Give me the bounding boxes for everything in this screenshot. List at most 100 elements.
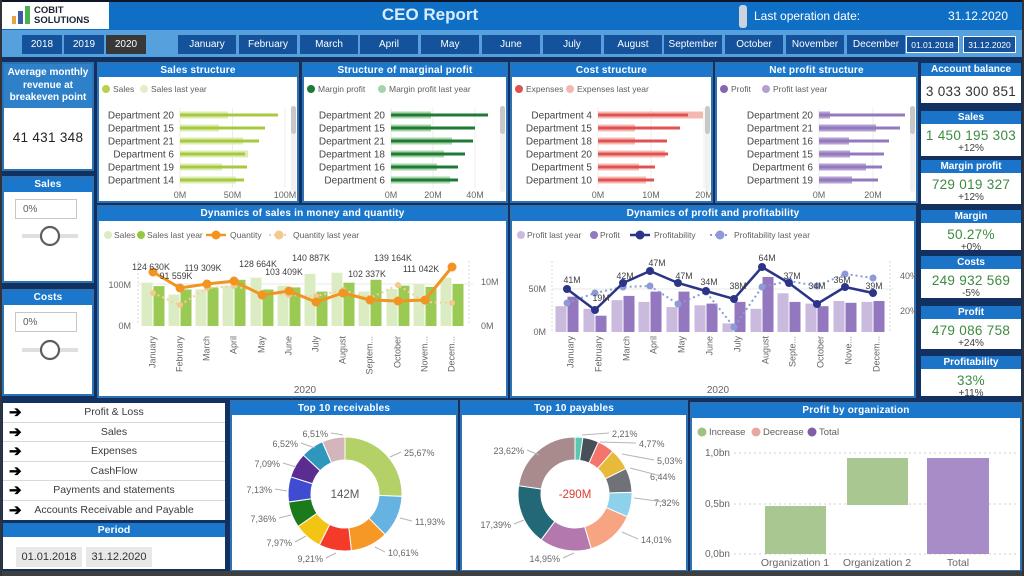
svg-text:August: August — [760, 336, 770, 365]
svg-text:Decrease: Decrease — [763, 427, 804, 438]
svg-text:May: May — [256, 336, 266, 354]
svg-text:May: May — [676, 336, 686, 354]
svg-text:Decem...: Decem... — [446, 336, 456, 372]
svg-text:100M: 100M — [274, 190, 297, 200]
svg-text:Profitability last year: Profitability last year — [734, 230, 810, 240]
svg-text:October: October — [392, 336, 402, 368]
svg-text:Department 20: Department 20 — [526, 150, 593, 161]
svg-text:January: January — [147, 336, 157, 369]
svg-text:Department 5: Department 5 — [531, 163, 592, 174]
svg-text:20%: 20% — [900, 306, 916, 316]
svg-text:Decem...: Decem... — [871, 336, 881, 372]
svg-text:34M: 34M — [700, 277, 717, 287]
svg-text:Profitability: Profitability — [654, 230, 696, 240]
svg-text:Department 18: Department 18 — [526, 137, 593, 148]
svg-text:Department 20: Department 20 — [319, 111, 386, 122]
svg-text:42M: 42M — [616, 271, 633, 281]
svg-text:Department 15: Department 15 — [108, 124, 175, 135]
svg-text:Department 19: Department 19 — [747, 176, 814, 187]
svg-text:10,61%: 10,61% — [388, 548, 419, 558]
svg-text:41M: 41M — [563, 275, 580, 285]
svg-text:47M: 47M — [675, 271, 692, 281]
svg-text:6,52%: 6,52% — [272, 439, 298, 449]
svg-text:Organization 2: Organization 2 — [843, 557, 911, 569]
svg-text:June: June — [704, 336, 714, 356]
svg-text:1,0bn: 1,0bn — [705, 448, 730, 459]
svg-text:14,95%: 14,95% — [529, 554, 560, 564]
svg-text:39M: 39M — [865, 281, 882, 291]
svg-text:Department 6: Department 6 — [752, 163, 813, 174]
svg-text:March: March — [621, 336, 631, 361]
svg-text:Department 21: Department 21 — [319, 137, 386, 148]
svg-text:0M: 0M — [385, 190, 398, 200]
svg-text:111 042K: 111 042K — [403, 264, 439, 274]
svg-text:0M: 0M — [592, 190, 605, 200]
svg-text:Quantity: Quantity — [230, 230, 262, 240]
svg-text:Expenses last year: Expenses last year — [577, 84, 649, 94]
svg-text:38M: 38M — [729, 281, 746, 291]
svg-text:17,39%: 17,39% — [480, 520, 511, 530]
svg-text:Profit last year: Profit last year — [773, 84, 827, 94]
svg-text:100M: 100M — [108, 280, 131, 290]
svg-text:Department 10: Department 10 — [526, 176, 593, 187]
svg-text:Profit last year: Profit last year — [527, 230, 581, 240]
svg-text:0,5bn: 0,5bn — [705, 499, 730, 510]
svg-text:Sales: Sales — [113, 84, 134, 94]
svg-text:91 559K: 91 559K — [160, 271, 193, 281]
svg-text:50M: 50M — [528, 284, 546, 294]
svg-text:4,77%: 4,77% — [639, 439, 665, 449]
svg-text:25,67%: 25,67% — [404, 448, 435, 458]
svg-text:July: July — [732, 336, 742, 353]
svg-text:0M: 0M — [118, 321, 131, 331]
svg-text:COBIT: COBIT — [34, 5, 64, 16]
svg-text:Department 16: Department 16 — [319, 163, 386, 174]
svg-text:Department 14: Department 14 — [108, 176, 175, 187]
svg-text:0M: 0M — [174, 190, 187, 200]
svg-text:10M: 10M — [481, 277, 499, 287]
svg-text:Department 15: Department 15 — [747, 150, 814, 161]
svg-text:Novem...: Novem... — [419, 336, 429, 372]
svg-text:Department 6: Department 6 — [324, 176, 385, 187]
svg-text:Margin profit last year: Margin profit last year — [389, 84, 471, 94]
svg-text:Margin profit: Margin profit — [318, 84, 366, 94]
svg-text:Department 4: Department 4 — [531, 111, 592, 122]
svg-text:Department 20: Department 20 — [108, 111, 175, 122]
svg-text:Septe...: Septe... — [787, 336, 797, 367]
svg-text:Sales last year: Sales last year — [151, 84, 207, 94]
svg-text:124 630K: 124 630K — [132, 262, 170, 272]
svg-text:2,21%: 2,21% — [612, 429, 638, 439]
svg-text:Department 6: Department 6 — [113, 150, 174, 161]
svg-text:Department 16: Department 16 — [747, 137, 814, 148]
svg-text:February: February — [593, 336, 603, 373]
svg-text:Sales: Sales — [114, 230, 135, 240]
svg-text:19M: 19M — [592, 293, 609, 303]
svg-text:0M: 0M — [533, 327, 546, 337]
svg-text:-290M: -290M — [559, 489, 592, 501]
svg-text:Department 21: Department 21 — [108, 137, 175, 148]
svg-text:36M: 36M — [833, 275, 850, 285]
svg-text:103 409K: 103 409K — [265, 267, 303, 277]
svg-text:0M: 0M — [481, 321, 494, 331]
svg-text:9,21%: 9,21% — [297, 554, 323, 564]
svg-text:140 887K: 140 887K — [292, 253, 330, 263]
svg-text:October: October — [815, 336, 825, 368]
svg-text:20M: 20M — [695, 190, 713, 200]
svg-text:SOLUTIONS: SOLUTIONS — [34, 15, 89, 26]
svg-text:142M: 142M — [331, 489, 360, 501]
svg-text:2020: 2020 — [707, 385, 730, 396]
svg-text:7,09%: 7,09% — [254, 459, 280, 469]
svg-text:139 164K: 139 164K — [374, 253, 412, 263]
svg-text:Quantity last year: Quantity last year — [293, 230, 359, 240]
svg-text:Nove...: Nove... — [843, 336, 853, 365]
svg-text:Department 15: Department 15 — [319, 124, 386, 135]
svg-text:January: January — [565, 336, 575, 369]
svg-text:Department 18: Department 18 — [319, 150, 386, 161]
svg-text:Sales last year: Sales last year — [147, 230, 203, 240]
svg-text:5,03%: 5,03% — [657, 456, 683, 466]
svg-text:37M: 37M — [783, 271, 800, 281]
svg-text:August: August — [337, 336, 347, 365]
svg-text:Total: Total — [819, 427, 839, 438]
svg-text:11,93%: 11,93% — [415, 517, 445, 527]
svg-text:Profit: Profit — [600, 230, 620, 240]
svg-text:64M: 64M — [758, 253, 775, 263]
